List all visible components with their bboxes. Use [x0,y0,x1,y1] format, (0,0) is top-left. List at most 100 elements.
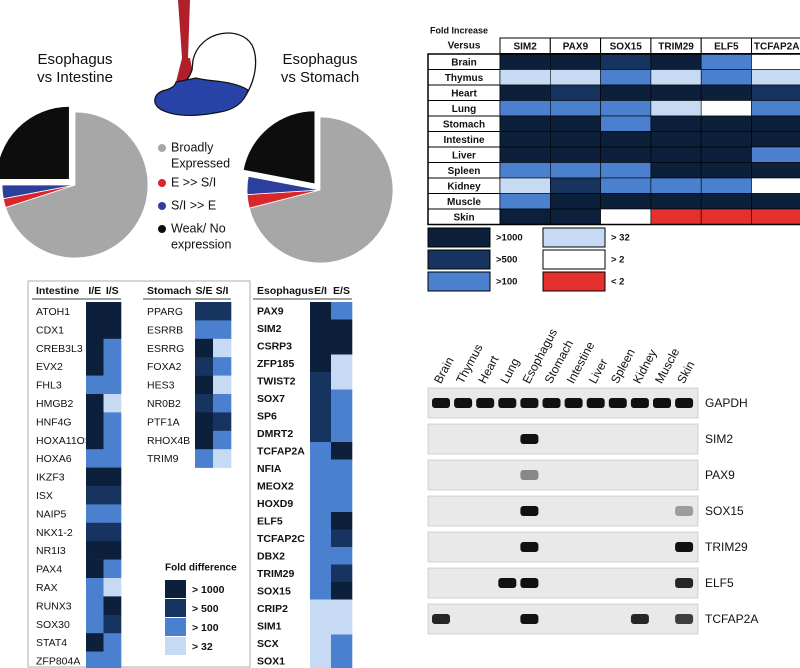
fold-cell [86,486,104,505]
heatmap-cell [650,84,702,101]
gene-name: IKZF3 [36,472,65,484]
fold-cell [103,357,122,376]
fold-cell [331,442,353,460]
fold-cell [86,559,104,579]
fold-cell [103,338,122,358]
gel-band [564,398,583,408]
pie-title: Esophagus [37,51,112,68]
fold-cell [195,357,214,376]
heatmap-corner: Versus [448,41,481,52]
stomach-illustration [154,0,257,117]
row-header: Liver [452,150,476,161]
gene-name: SP6 [257,411,277,423]
gene-name: SIM1 [257,621,282,633]
gel-band [432,614,450,624]
heatmap-cell [549,100,601,117]
heatmap-cell [600,208,652,225]
gel-band [542,398,561,408]
column-header: SOX15 [610,41,643,52]
heatmap-cell [700,177,752,194]
fold-cell [310,529,332,548]
heatmap-cell [751,177,800,194]
heatmap-cell [549,53,601,70]
heatmap-cell [650,162,702,179]
fold-cell [310,634,332,653]
heatmap-cell [650,146,702,163]
heatmap-cell [650,193,702,210]
heatmap-cell [600,84,652,101]
heatmap-cell [549,131,601,148]
heatmap-cell [549,177,601,194]
heatmap-cell [700,162,752,179]
fold-cell [86,449,104,468]
heatmap-cell [499,131,551,148]
gel-band [630,398,649,408]
gene-name: TRIM29 [257,568,295,580]
heatmap-cell [700,208,752,225]
table-column: E/S [333,285,350,297]
table-header: Esophagus [257,285,314,297]
column-header: TCFAP2A [754,41,800,52]
legend-label: > 100 [192,622,219,634]
row-header: Muscle [447,197,481,208]
gene-name: CREB3L3 [36,343,83,355]
legend-label: > 500 [192,603,219,615]
heatmap-cell [549,115,601,132]
heatmap-cell [751,208,800,225]
gene-label: SIM2 [705,432,733,446]
gene-name: ELF5 [257,516,283,528]
heatmap-cell [700,84,752,101]
gene-name: SOX7 [257,393,285,405]
fold-cell [86,430,104,450]
heatmap-cell [600,53,652,70]
gene-table-box [27,280,251,668]
fold-cell [103,559,122,579]
pie-slice [0,105,70,180]
table-column: I/S [106,285,119,297]
gene-name: ISX [36,490,53,502]
fold-cell [331,582,353,600]
legend-swatch [427,227,491,248]
heatmap-cell [650,53,702,70]
pie-slice [5,111,149,259]
pie-slice [242,110,316,185]
gene-name: EVX2 [36,361,63,373]
legend-label: < 2 [611,277,624,288]
fold-cell [103,375,122,395]
gel-panel [427,459,699,491]
legend-label: > 2 [611,255,624,266]
fold-cell [310,617,332,635]
heatmap-cell [499,177,551,194]
table-column: S/I [216,285,229,297]
heatmap-cell [751,100,800,117]
heatmap-cell [549,208,601,225]
fold-cell [103,651,122,668]
gene-name: HOXD9 [257,498,293,510]
gel-band [675,614,694,624]
fold-cell [310,389,332,408]
fold-cell [331,494,353,513]
gel-band [675,506,694,516]
fold-cell [310,582,332,600]
heatmap-cell [499,69,551,86]
legend-swatch [158,225,166,233]
heatmap-cell [600,131,652,148]
pie-slice [246,175,321,196]
heatmap-cell [499,100,551,117]
heatmap-cell [650,69,702,86]
gene-label: PAX9 [705,468,735,482]
gene-name: NAIP5 [36,508,67,520]
gel-panel [427,423,699,455]
gene-name: PTF1A [147,416,180,428]
gel-band [675,578,694,588]
gene-name: NR1I3 [36,545,66,557]
fold-cell [331,372,353,390]
fold-cell [213,338,232,358]
gene-name: ZFP804A [36,656,80,668]
fold-cell [213,302,232,321]
gene-name: NKX1-2 [36,527,73,539]
gene-name: HOXA11OS [36,435,92,447]
heatmap-cell [751,69,800,86]
fold-cell [86,614,104,634]
heatmap-cell [751,146,800,163]
